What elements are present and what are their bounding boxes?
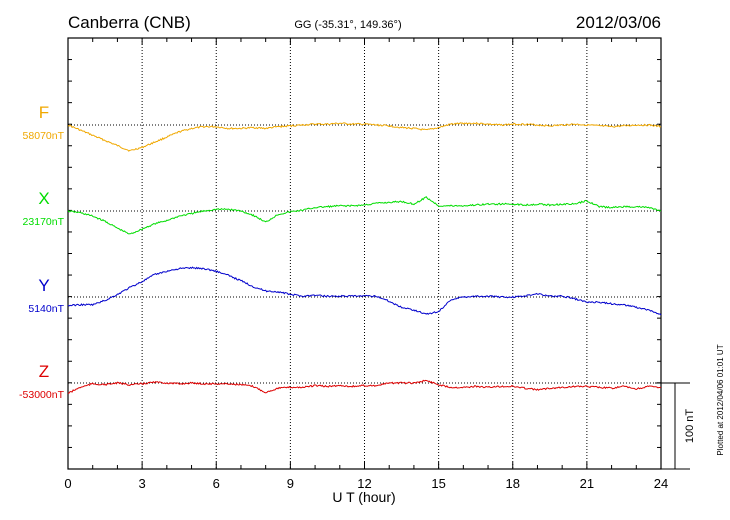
x-tick-label: 21 [580, 476, 594, 491]
baseline-value-f: 58070nT [23, 130, 65, 142]
component-label-y: Y [38, 276, 49, 295]
baseline-value-z: -53000nT [19, 389, 65, 401]
axis-ticks: 0 3 6 9 12 15 18 21 24 [64, 37, 668, 491]
x-tick-label: 9 [287, 476, 294, 491]
grid [68, 38, 661, 469]
component-label-f: F [39, 103, 49, 122]
x-tick-label: 3 [139, 476, 146, 491]
x-tick-label: 24 [654, 476, 668, 491]
x-tick-label: 15 [431, 476, 445, 491]
baseline-value-x: 23170nT [23, 216, 65, 228]
x-axis-title: U T (hour) [332, 489, 395, 505]
baseline-value-y: 5140nT [28, 303, 64, 315]
x-tick-label: 6 [213, 476, 220, 491]
x-tick-label: 12 [357, 476, 371, 491]
station-coordinates: GG (-35.31°, 149.36°) [294, 19, 401, 31]
plotted-timestamp: Plotted at 2012/04/06 01:01 UT [716, 344, 725, 455]
series-line-y [67, 266, 662, 316]
series-line-z [67, 379, 662, 394]
station-title: Canberra (CNB) [68, 13, 191, 32]
scale-bar-label: 100 nT [684, 409, 696, 444]
series-group: F 58070nT X 23170nT Y 5140nT Z -53000nT [19, 103, 662, 401]
x-tick-label: 18 [506, 476, 520, 491]
scale-bar: 100 nT [655, 382, 696, 470]
x-tick-label: 0 [64, 476, 71, 491]
series-line-f [67, 121, 662, 152]
plot-date: 2012/03/06 [576, 13, 661, 32]
component-label-z: Z [39, 362, 49, 381]
component-label-x: X [38, 189, 49, 208]
series-line-x [67, 196, 662, 235]
